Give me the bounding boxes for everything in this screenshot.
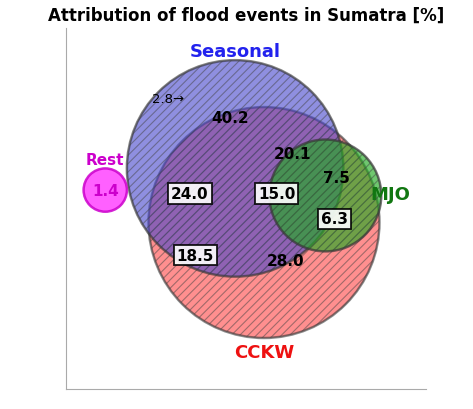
Circle shape <box>127 61 343 277</box>
Title: Attribution of flood events in Sumatra [%]: Attribution of flood events in Sumatra [… <box>48 7 444 24</box>
Text: Rest: Rest <box>86 153 124 167</box>
Text: 24.0: 24.0 <box>171 187 209 202</box>
Text: 1.4: 1.4 <box>92 183 119 198</box>
Text: 18.5: 18.5 <box>177 248 214 263</box>
Circle shape <box>270 140 381 252</box>
Text: 20.1: 20.1 <box>274 147 312 162</box>
Text: 6.3: 6.3 <box>321 212 348 227</box>
Text: 7.5: 7.5 <box>323 171 350 185</box>
Text: 2.8→: 2.8→ <box>152 92 184 105</box>
Circle shape <box>84 169 127 212</box>
Circle shape <box>149 108 379 338</box>
Text: CCKW: CCKW <box>234 344 294 362</box>
Text: Seasonal: Seasonal <box>190 43 280 61</box>
Text: 40.2: 40.2 <box>211 111 248 126</box>
Text: MJO: MJO <box>370 185 410 203</box>
Text: 28.0: 28.0 <box>267 253 305 268</box>
Text: 15.0: 15.0 <box>258 187 295 202</box>
